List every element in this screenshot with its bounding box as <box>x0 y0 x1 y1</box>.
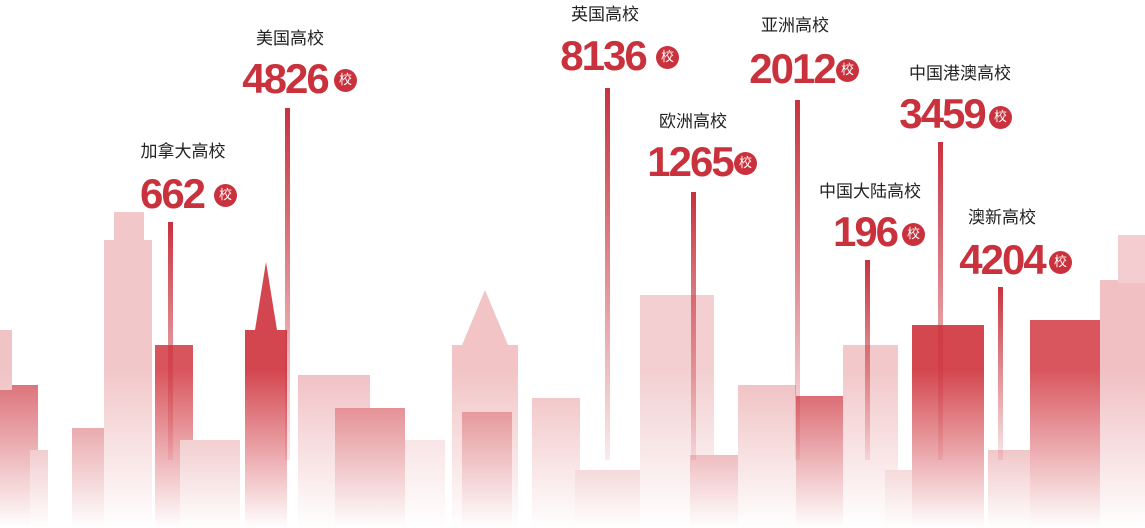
unit-badge: 校 <box>1049 251 1072 274</box>
item-label: 英国高校 <box>571 5 639 25</box>
unit-badge: 校 <box>902 223 925 246</box>
pole <box>865 260 870 460</box>
unit-badge: 校 <box>656 46 679 69</box>
pole <box>605 88 610 460</box>
item-label: 美国高校 <box>256 29 324 49</box>
pole <box>998 287 1003 460</box>
item-value: 1265 <box>647 138 734 185</box>
unit-badge: 校 <box>214 184 237 207</box>
item-label: 澳新高校 <box>968 208 1036 228</box>
item-value: 8136 <box>560 32 647 79</box>
pole <box>691 192 696 460</box>
item-value: 3459 <box>899 90 986 137</box>
pole <box>795 100 800 460</box>
pole <box>168 222 173 460</box>
item-value: 4204 <box>959 236 1046 283</box>
fade <box>0 370 1145 528</box>
item-label: 欧洲高校 <box>659 112 727 132</box>
item-label: 亚洲高校 <box>761 16 829 36</box>
item-value: 2012 <box>749 45 836 92</box>
item-value: 196 <box>832 208 899 255</box>
unit-badge: 校 <box>734 152 757 175</box>
pole <box>285 108 290 460</box>
item-value: 662 <box>139 170 206 217</box>
item-value: 4826 <box>242 55 329 102</box>
item-label: 中国大陆高校 <box>819 182 921 202</box>
pole <box>938 142 943 460</box>
unit-badge: 校 <box>836 59 859 82</box>
unit-badge: 校 <box>334 69 357 92</box>
item-label: 中国港澳高校 <box>909 64 1011 84</box>
unit-badge: 校 <box>989 106 1012 129</box>
item-label: 加拿大高校 <box>140 142 226 162</box>
